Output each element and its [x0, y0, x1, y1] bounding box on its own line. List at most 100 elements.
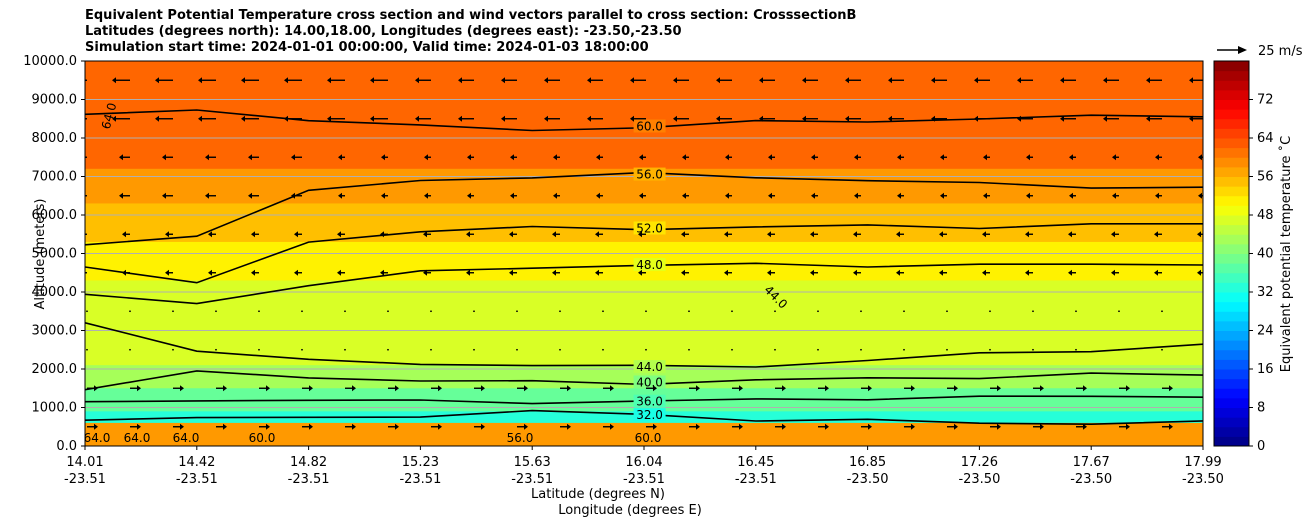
wind-arrow	[1068, 269, 1076, 276]
colorbar-bin	[1214, 109, 1249, 120]
wind-arrow	[860, 310, 862, 313]
wind-arrow	[1118, 348, 1120, 351]
wind-arrow	[129, 348, 131, 351]
wind-arrow	[338, 154, 345, 161]
wind-arrow	[216, 385, 227, 392]
wind-arrow	[205, 192, 216, 199]
wind-arrow	[802, 115, 818, 122]
wind-arrow	[380, 269, 388, 276]
wind-arrow	[424, 192, 431, 199]
wind-arrow	[802, 77, 818, 84]
wind-arrow	[1017, 77, 1033, 84]
wind-arrow	[602, 348, 604, 351]
colorbar-bin	[1214, 282, 1249, 293]
wind-arrow	[811, 154, 818, 161]
wind-arrow	[1076, 423, 1087, 430]
colorbar-bin	[1214, 426, 1249, 437]
wind-arrow	[1033, 385, 1044, 392]
colorbar-label: Equivalent potential temperature ˚C	[1278, 136, 1294, 372]
contour-label-bg	[633, 360, 666, 374]
colorbar-tick-label: 56	[1257, 170, 1274, 185]
wind-arrow	[603, 385, 614, 392]
colorbar-bin	[1214, 369, 1249, 380]
wind-arrow	[387, 348, 389, 351]
wind-arrow	[990, 423, 1001, 430]
x-axis-label-lon: Longitude (degrees E)	[558, 503, 702, 518]
contour-label: 64.0	[124, 431, 151, 445]
wind-arrow	[473, 348, 475, 351]
wind-arrow	[974, 115, 990, 122]
wind-arrow	[1068, 231, 1076, 238]
wind-arrow	[1075, 310, 1077, 313]
wind-arrow	[241, 115, 259, 122]
colorbar-bin	[1214, 330, 1249, 341]
wind-arrow	[553, 154, 560, 161]
contour-label: 40.0	[636, 375, 663, 389]
colorbar-bin	[1214, 128, 1249, 139]
colorbar-tick-label: 8	[1257, 401, 1265, 416]
wind-arrow	[552, 231, 560, 238]
wind-arrow	[284, 77, 302, 84]
contour-label-bg	[633, 119, 666, 133]
wind-arrow	[1026, 154, 1033, 161]
wind-arrow	[639, 192, 646, 199]
wind-arrow	[1146, 77, 1162, 84]
colorbar-bin	[1214, 61, 1249, 72]
x-axis-label-lat: Latitude (degrees N)	[531, 487, 665, 502]
wind-arrow	[259, 423, 270, 430]
wind-arrow	[681, 231, 689, 238]
x-tick-label-lat: 15.23	[402, 455, 439, 470]
wind-arrow	[596, 192, 603, 199]
wind-arrow	[673, 115, 689, 122]
y-tick-label: 10000.0	[23, 54, 77, 69]
wind-arrow	[165, 269, 173, 276]
wind-arrow	[896, 231, 904, 238]
wind-arrow	[466, 231, 474, 238]
wind-arrow	[645, 348, 647, 351]
x-tick-label-lon: -23.50	[958, 472, 1000, 487]
y-tick-label: 8000.0	[32, 131, 78, 146]
wind-arrow	[854, 192, 861, 199]
contour-lines: 60.056.052.048.044.040.036.032.064.044.0…	[85, 101, 1203, 445]
wind-arrow	[897, 192, 904, 199]
wind-arrow	[1032, 310, 1034, 313]
colorbar-bin	[1214, 80, 1249, 91]
wind-arrow	[553, 192, 560, 199]
wind-arrow	[423, 269, 431, 276]
wind-arrow	[1060, 77, 1076, 84]
colorbar-bin	[1214, 195, 1249, 206]
x-tick-label-lat: 16.04	[625, 455, 662, 470]
colorbar-tick-label: 40	[1257, 247, 1274, 262]
y-tick-label: 3000.0	[32, 324, 78, 339]
contour-label-bg	[633, 375, 666, 389]
colorbar-tick-label: 24	[1257, 324, 1274, 339]
colorbar-bin	[1214, 215, 1249, 226]
x-tick-label-lat: 17.26	[961, 455, 998, 470]
wind-arrow	[845, 77, 861, 84]
x-tick-label-lat: 17.99	[1184, 455, 1221, 470]
wind-arrow	[724, 231, 732, 238]
wind-arrow	[1154, 269, 1162, 276]
wind-arrow	[903, 348, 905, 351]
wind-arrow	[974, 77, 990, 84]
wind-arrow	[759, 115, 775, 122]
wind-arrow	[415, 115, 431, 122]
colorbar-bin	[1214, 436, 1249, 447]
colorbar-bin	[1214, 292, 1249, 303]
colorbar-bin	[1214, 186, 1249, 197]
wind-arrow	[430, 310, 432, 313]
wind-arrow	[630, 115, 646, 122]
wind-arrow	[119, 192, 130, 199]
wind-arrow	[1204, 310, 1206, 312]
wind-arrow	[467, 154, 474, 161]
wind-arrow	[602, 310, 604, 313]
wind-arrow	[630, 77, 646, 84]
wind-arrow	[861, 423, 872, 430]
wind-arrow	[215, 348, 217, 351]
wind-arrow	[130, 423, 141, 430]
wind-arrow	[509, 269, 517, 276]
wind-arrow	[85, 272, 87, 274]
wind-arrow	[896, 269, 904, 276]
wind-arrow	[337, 269, 345, 276]
wind-arrow	[208, 269, 216, 276]
